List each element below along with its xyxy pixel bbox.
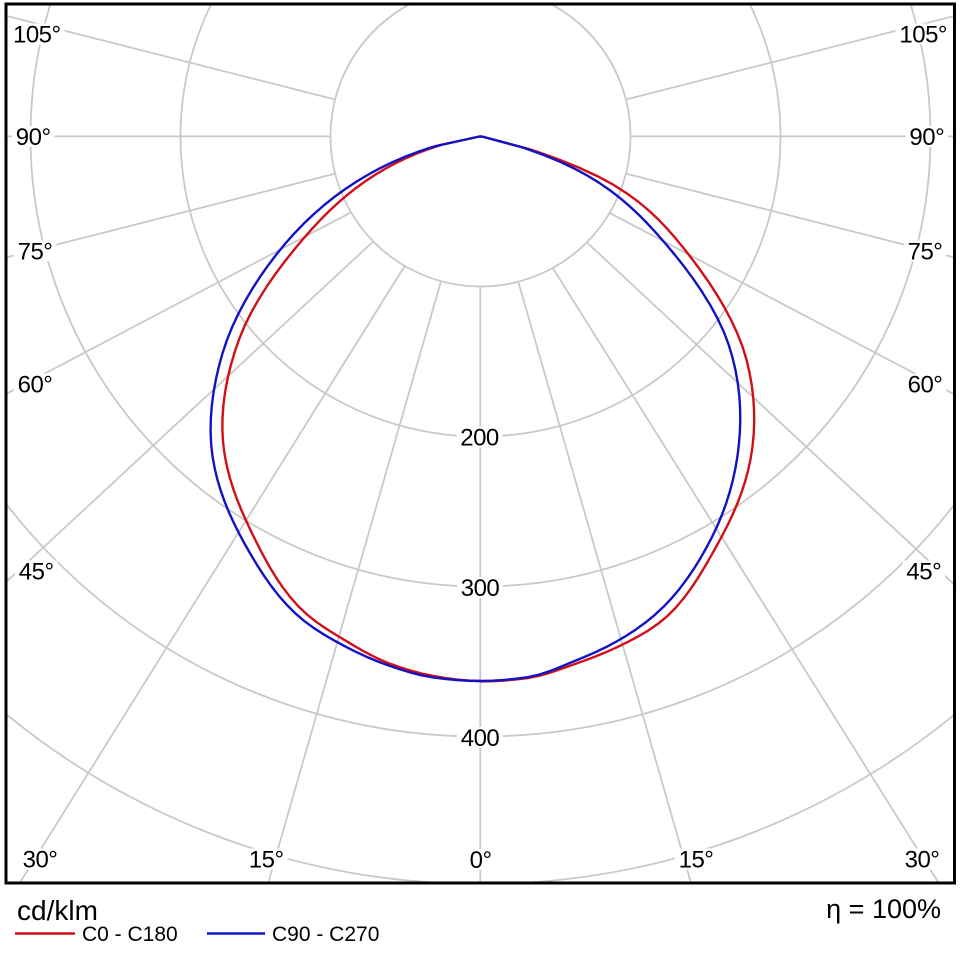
- svg-text:60°: 60°: [908, 372, 943, 399]
- svg-text:200: 200: [460, 425, 499, 452]
- svg-text:105°: 105°: [899, 22, 947, 49]
- svg-text:cd/klm: cd/klm: [17, 895, 98, 926]
- svg-text:30°: 30°: [23, 847, 58, 874]
- svg-text:75°: 75°: [908, 239, 943, 266]
- svg-text:300: 300: [461, 575, 500, 602]
- svg-text:15°: 15°: [249, 847, 284, 874]
- svg-text:C90 - C270: C90 - C270: [272, 923, 379, 946]
- svg-text:30°: 30°: [905, 847, 940, 874]
- svg-text:0°: 0°: [470, 847, 492, 874]
- svg-text:45°: 45°: [19, 559, 54, 586]
- svg-text:15°: 15°: [679, 847, 714, 874]
- svg-text:η = 100%: η = 100%: [826, 894, 941, 924]
- svg-text:90°: 90°: [16, 124, 51, 151]
- svg-text:C0 - C180: C0 - C180: [82, 923, 178, 946]
- svg-text:90°: 90°: [909, 124, 944, 151]
- svg-text:105°: 105°: [13, 22, 61, 49]
- svg-text:45°: 45°: [906, 559, 941, 586]
- svg-text:75°: 75°: [18, 239, 53, 266]
- svg-text:400: 400: [461, 725, 500, 752]
- svg-text:60°: 60°: [18, 372, 53, 399]
